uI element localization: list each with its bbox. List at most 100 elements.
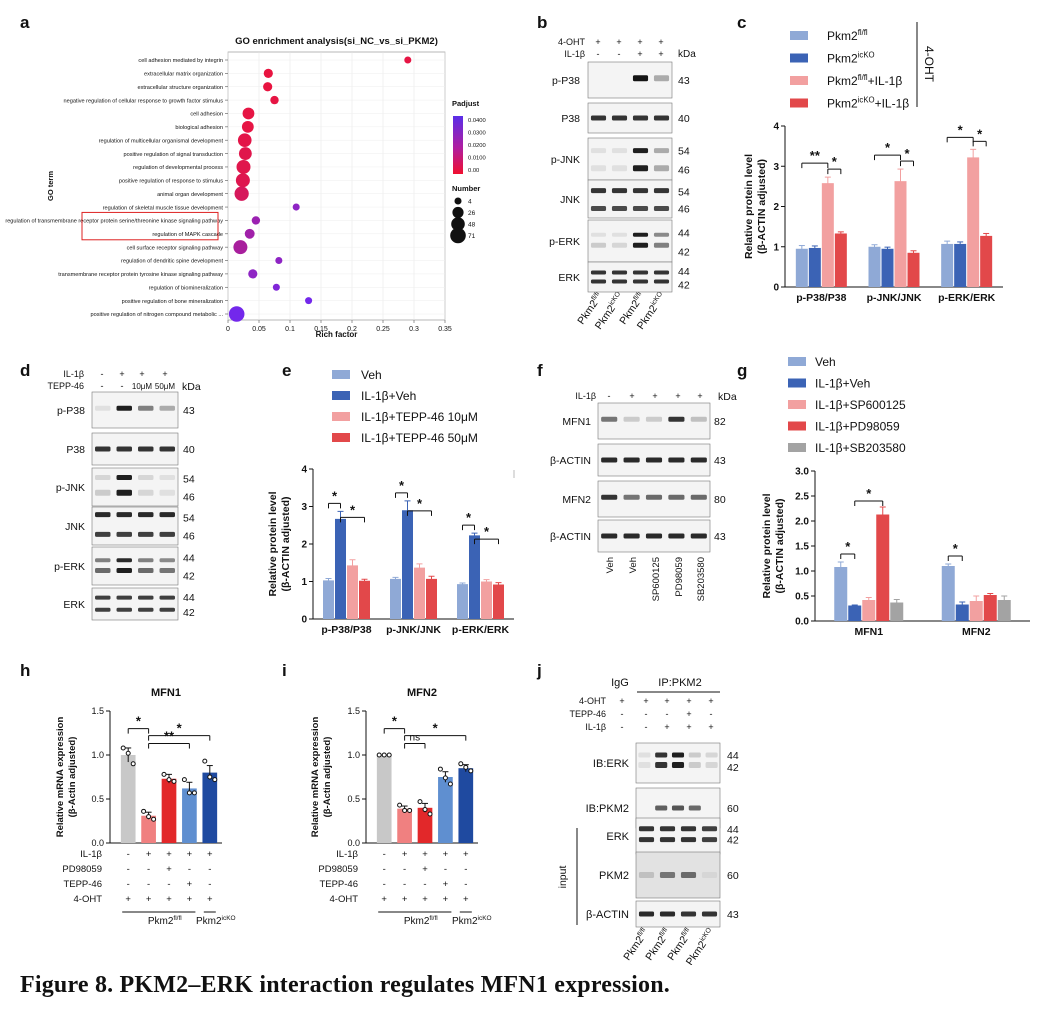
treatment-mark: +: [629, 391, 634, 401]
go-term-label: positive regulation of nitrogen compound…: [91, 312, 224, 318]
blot-d-0: [91, 391, 179, 429]
go-term-label: regulation of developmental process: [133, 165, 223, 171]
go-xtick-label: 0.05: [252, 326, 266, 333]
chart-c-bars: 0 1 2 3 4 Relative protein level (β-ACTIN adju…: [743, 122, 1003, 304]
treatment-mark: +: [443, 849, 449, 860]
blot-band: [590, 148, 607, 154]
lane-label: Veh: [605, 557, 616, 573]
blot-frame: [587, 179, 673, 219]
chart-h: MFN1 0.0 0.5 1.0 1.5 Relative mRNA expression…: [55, 687, 236, 927]
blot-band: [116, 531, 132, 537]
bar: [493, 584, 504, 619]
blot-band: [590, 115, 607, 121]
treatment-mark: -: [621, 722, 624, 732]
genotype-superscript: fl/fl: [658, 926, 669, 938]
go-term-label: regulation of multicellular organismal d…: [99, 138, 224, 144]
treatment-row-label: 4-OHT: [558, 37, 586, 47]
group-label: 4-OHT: [922, 46, 936, 83]
panel-letter-b: b: [537, 13, 547, 32]
go-point: [228, 306, 245, 322]
blot-band: [590, 279, 607, 284]
x-category-label: MFN1: [854, 626, 883, 638]
blot-band: [138, 558, 154, 563]
mw-label: 44: [727, 824, 739, 836]
bar: [120, 755, 136, 843]
blot-band: [601, 457, 618, 463]
blot-band: [138, 512, 154, 518]
treatment-mark: +: [402, 849, 408, 860]
blot-band: [632, 165, 649, 172]
blot-frame: [91, 587, 179, 621]
bar: [955, 604, 969, 621]
blot-band: [601, 494, 618, 500]
treatment-mark: +: [187, 879, 193, 890]
blot-band: [611, 115, 628, 121]
significance-marker: *: [977, 126, 983, 141]
y-axis-title: Relative protein level: [267, 491, 279, 596]
blot-band-label: p-JNK: [551, 154, 580, 166]
blot-band: [623, 533, 640, 539]
blot-band: [690, 457, 707, 463]
chart-e-legend: Veh IL-1β+Veh IL-1β+TEPP-46 10μM IL-1β+TEPP…: [332, 368, 515, 478]
treatment-mark: -: [121, 381, 124, 391]
treatment-mark: +: [463, 849, 469, 860]
blot-band: [590, 232, 607, 237]
treatment-mark: +: [637, 37, 642, 47]
blot-band: [138, 568, 154, 574]
bar: [182, 788, 197, 843]
treatment-mark: -: [147, 864, 150, 875]
data-point: [207, 774, 213, 780]
panel-letter-f: f: [537, 361, 543, 380]
genotype-base: Pkm2: [148, 916, 174, 927]
y-tick-label: 1.5: [795, 542, 809, 553]
go-point: [272, 283, 280, 291]
genotype-label: Pkm2fl/fl: [148, 915, 182, 927]
blot-band: [680, 837, 697, 843]
go-xtick-label: 0.15: [314, 326, 328, 333]
blot-band: [638, 872, 655, 878]
bar: [457, 584, 468, 619]
data-point: [141, 808, 147, 814]
mw-label: 46: [183, 531, 195, 543]
blot-band: [688, 762, 701, 768]
go-term-label: positive regulation of signal transducti…: [123, 152, 223, 158]
data-point: [402, 807, 408, 813]
y-tick-label: 0: [773, 283, 779, 294]
bar: [848, 605, 862, 621]
bar: [862, 600, 876, 621]
igg-label: IgG: [611, 677, 629, 689]
y-tick-label: 0.5: [795, 592, 809, 603]
y-axis-title: Relative mRNA expression: [310, 717, 321, 838]
legend-label: Veh: [815, 355, 836, 369]
mw-label: 44: [727, 750, 739, 762]
genotype-label: Pkm2fl/fl: [404, 915, 438, 927]
genotype-base: Pkm2: [827, 29, 858, 43]
blot-band: [632, 279, 649, 284]
go-term-label: regulation of transmembrane receptor pro…: [5, 219, 223, 225]
blot-band: [138, 446, 154, 452]
blot-band: [680, 826, 697, 832]
legend-label: Pkm2icKO+IL-1β: [827, 96, 909, 111]
go-point: [263, 68, 273, 78]
blot-band: [680, 911, 697, 917]
treatment-mark: +: [207, 849, 213, 860]
data-point: [447, 781, 453, 787]
significance-marker: *: [399, 478, 405, 493]
legend-swatch: [788, 357, 806, 366]
y-tick-label: 0.0: [347, 838, 360, 848]
y-tick-label: 1.0: [91, 750, 104, 760]
blot-band: [690, 533, 707, 539]
treatment-mark: +: [166, 849, 172, 860]
lane-label: SP600125: [651, 557, 662, 601]
bar: [390, 578, 401, 619]
genotype-superscript: fl/fl: [636, 926, 647, 938]
padj-tick-label: 0.00: [468, 168, 479, 174]
padj-tick-label: 0.0300: [468, 131, 486, 137]
y-axis-subtitle: (β-Actin adjusted): [322, 737, 333, 818]
legend-swatch: [788, 421, 806, 431]
bar: [426, 578, 437, 619]
genotype-superscript: icKO: [222, 915, 236, 922]
genotype-label: Pkm2icKO: [196, 915, 236, 927]
chart-g-bars: 0.0 0.5 1.0 1.5 2.0 2.5 3.0 Relative protein le…: [761, 467, 1030, 638]
legend-label: IL-1β+TEPP-46 10μM: [361, 410, 478, 424]
